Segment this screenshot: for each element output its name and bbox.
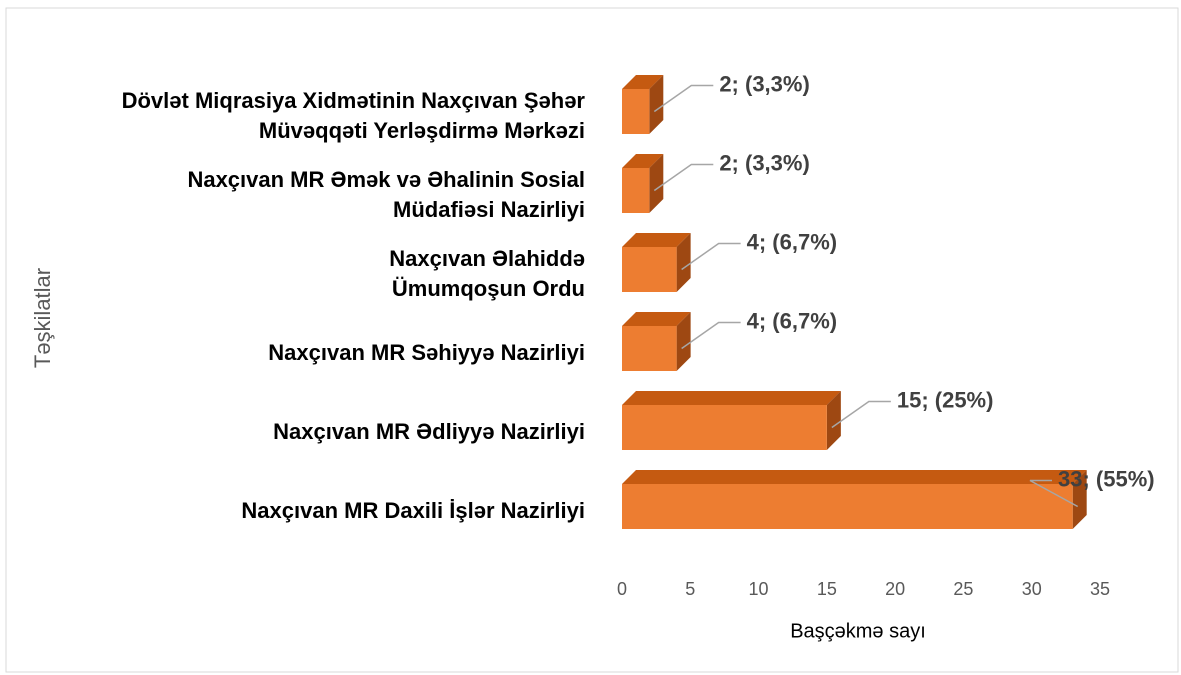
bar-top	[622, 75, 664, 89]
bar-side	[676, 312, 691, 371]
x-tick-label: 15	[817, 579, 837, 599]
bar	[622, 75, 664, 134]
leader-line	[681, 321, 741, 350]
value-label: 33; (55%)	[1058, 466, 1155, 491]
bar-side	[676, 233, 691, 292]
bar-front	[622, 405, 827, 450]
leader-line	[681, 242, 741, 271]
bar-top	[622, 233, 691, 247]
bar	[622, 233, 691, 292]
category-label: Naxçıvan MR Ədliyyə Nazirliyi	[273, 418, 585, 444]
chart-border	[5, 7, 1179, 673]
x-tick-label: 25	[953, 579, 973, 599]
bar	[622, 312, 691, 371]
value-label: 15; (25%)	[897, 387, 994, 412]
leader-line	[653, 163, 714, 192]
x-tick-label: 0	[617, 579, 627, 599]
category-label: Dövlət Miqrasiya Xidmətinin Naxçıvan Şəh…	[121, 87, 585, 143]
x-tick-label: 35	[1090, 579, 1110, 599]
leader-line	[653, 84, 714, 113]
bar-top	[622, 312, 691, 326]
category-label: Naxçıvan Əlahiddə Ümumqoşun Ordu	[389, 245, 585, 301]
bar-top	[622, 391, 841, 405]
value-label: 4; (6,7%)	[747, 308, 837, 333]
x-tick-label: 20	[885, 579, 905, 599]
bar	[622, 154, 664, 213]
leader-line	[1029, 479, 1079, 508]
bar-front	[622, 247, 677, 292]
category-label: Naxçıvan MR Daxili İşlər Nazirliyi	[241, 497, 585, 523]
bar-front	[622, 484, 1073, 529]
bar-side	[649, 75, 664, 134]
bar-top	[622, 470, 1087, 484]
x-tick-label: 30	[1022, 579, 1042, 599]
leader-line	[831, 400, 891, 429]
x-tick-label: 10	[749, 579, 769, 599]
bar-front	[622, 168, 650, 213]
x-tick-label: 5	[685, 579, 695, 599]
bar	[622, 391, 841, 450]
y-axis-title: Təşkilatlar	[30, 268, 55, 368]
bar-side	[649, 154, 664, 213]
value-label: 2; (3,3%)	[719, 71, 809, 96]
bar-side	[1072, 470, 1087, 529]
category-label: Naxçıvan MR Səhiyyə Nazirliyi	[268, 339, 585, 365]
bar-top	[622, 154, 664, 168]
category-label: Naxçıvan MR Əmək və Əhalinin Sosial Müda…	[187, 166, 585, 222]
bar-front	[622, 326, 677, 371]
value-label: 4; (6,7%)	[747, 229, 837, 254]
bar-front	[622, 89, 650, 134]
bar-side	[826, 391, 841, 450]
bar	[622, 470, 1087, 529]
value-label: 2; (3,3%)	[719, 150, 809, 175]
x-axis-title: Başçəkmə sayı	[790, 620, 926, 642]
